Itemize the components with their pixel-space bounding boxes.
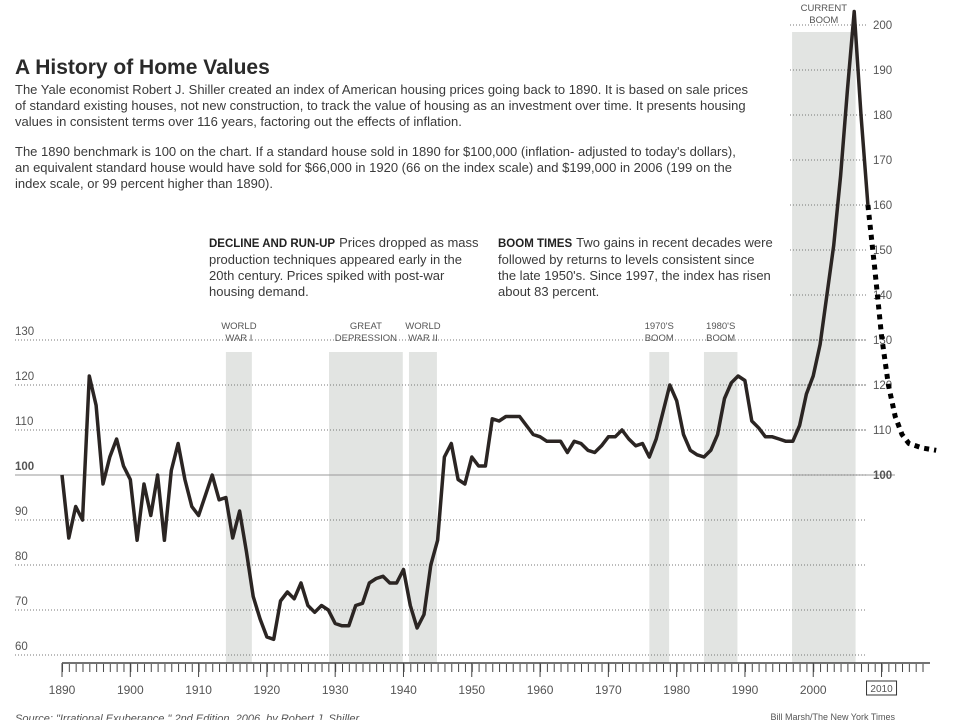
period-band: [329, 352, 403, 663]
period-label: BOOM: [706, 333, 735, 344]
x-tick-label: 1910: [185, 683, 212, 697]
period-label: BOOM: [809, 15, 838, 26]
x-tick-label: 1930: [322, 683, 349, 697]
data-line: [865, 204, 937, 453]
period-band: [225, 352, 252, 663]
intro: The Yale economist Robert J. Shiller cre…: [15, 82, 750, 206]
period-label: 1970'S: [645, 321, 674, 332]
note-heading: DECLINE AND RUN-UP: [209, 238, 336, 250]
period-label: WAR I: [225, 333, 252, 344]
y-tick-label: 70: [15, 596, 28, 608]
x-tick-box: [866, 680, 898, 696]
period-label: GREAT: [350, 321, 382, 332]
x-tick-label: 1970: [595, 683, 622, 697]
note: DECLINE AND RUN-UP Prices dropped as mass…: [209, 235, 484, 300]
x-tick-label: 2000: [800, 683, 827, 697]
y2-tick-label: 130: [873, 335, 892, 347]
y2-tick-label: 100: [873, 470, 892, 482]
period-band: [703, 352, 738, 663]
period-label: DEPRESSION: [335, 333, 397, 344]
x-tick-label: 1980: [663, 683, 690, 697]
y2-tick-label: 160: [873, 200, 892, 212]
chart-title: A History of Home Values: [15, 56, 270, 79]
y2-tick-label: 190: [873, 65, 892, 77]
period-label: 1980'S: [706, 321, 735, 332]
note-heading: BOOM TIMES: [498, 238, 573, 250]
y-tick-label: 60: [15, 641, 28, 653]
source: Source: "Irrational Exuberance," 2nd Edi…: [15, 713, 360, 720]
credit: Bill Marsh/The New York Times: [770, 712, 895, 720]
period-label: WORLD: [405, 321, 441, 332]
period-label: BOOM: [645, 333, 674, 344]
y2-tick-label: 170: [873, 155, 892, 167]
y2-tick-label: 150: [873, 245, 892, 257]
intro-paragraph: The Yale economist Robert J. Shiller cre…: [15, 82, 748, 129]
y2-tick-label: 180: [873, 110, 892, 122]
note-text: Two gains in recent decades were followe…: [498, 235, 773, 299]
x-tick-label: 1920: [254, 683, 281, 697]
y-tick-label: 90: [15, 506, 28, 518]
y-tick-label: 110: [15, 416, 33, 428]
x-tick-label: 1940: [390, 683, 417, 697]
y-tick-label: 100: [15, 461, 34, 473]
x-tick-label: 1890: [49, 683, 76, 697]
intro-paragraph: The 1890 benchmark is 100 on the chart. …: [15, 144, 736, 191]
period-label: WAR II: [408, 333, 438, 344]
y-tick-label: 130: [15, 326, 34, 338]
data-line: [60, 9, 870, 642]
y-tick-label: 80: [15, 551, 28, 563]
x-tick-label: 1950: [458, 683, 485, 697]
x-tick-label: 1900: [117, 683, 144, 697]
period-label: WORLD: [221, 321, 257, 332]
period-label: CURRENT: [801, 3, 848, 14]
y-tick-label: 120: [15, 371, 34, 383]
minor-ticks: [61, 664, 929, 672]
note-text: Prices dropped as mass production techni…: [209, 235, 479, 299]
y2-tick-label: 110: [873, 425, 891, 437]
x-tick-label: 1990: [732, 683, 759, 697]
x-tick-label: 1960: [527, 683, 554, 697]
y2-tick-label: 200: [873, 20, 892, 32]
note: BOOM TIMES Two gains in recent decades we…: [498, 235, 773, 300]
x-tick-label: 2010: [870, 684, 893, 695]
